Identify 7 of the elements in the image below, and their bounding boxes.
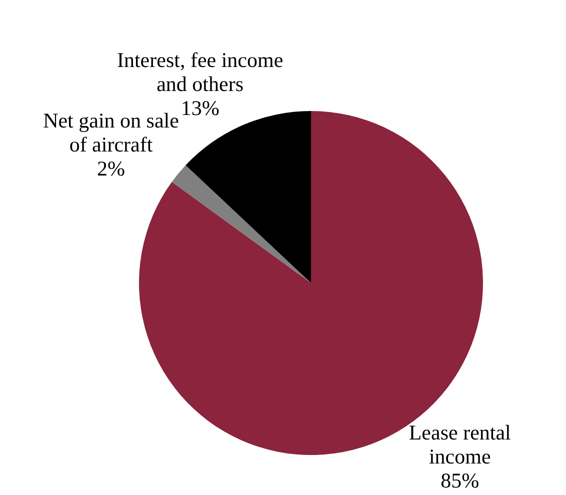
slice-label: Lease rental income <box>408 420 512 469</box>
data-label: 2% <box>97 156 126 181</box>
data-label: 85% <box>440 468 480 493</box>
data-label: 13% <box>180 96 220 120</box>
pie-slice <box>172 165 311 283</box>
slice-label: Net gain on sale of aircraft <box>43 108 179 157</box>
slice-label: Interest, fee income and others <box>116 48 284 96</box>
